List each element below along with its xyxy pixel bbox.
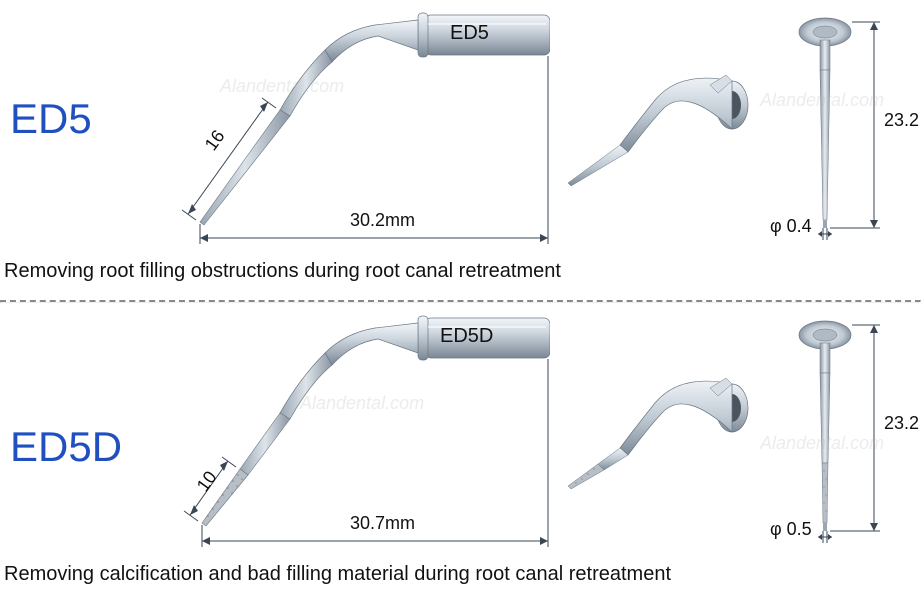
panel-ed5d: ED5D Alandental.com [0,303,921,603]
dim-length-ed5: 30.2mm [350,210,415,231]
product-code-ed5d: ED5D [10,423,122,471]
panel-ed5: ED5 Alandental.com [0,0,921,300]
dim-height-ed5d: 23.2 [884,413,919,434]
description-ed5d: Removing calcification and bad filling m… [4,563,671,586]
dim-dia-ed5d: φ 0.5 [770,519,812,540]
handle-label-ed5d: ED5D [440,325,493,348]
side-view-ed5 [560,55,760,215]
side-view-ed5d [560,358,760,518]
dim-dia-ed5: φ 0.4 [770,216,812,237]
handle-label-ed5: ED5 [450,22,489,45]
product-code-ed5: ED5 [10,95,92,143]
description-ed5: Removing root filling obstructions durin… [4,260,561,283]
dim-length-ed5d: 30.7mm [350,513,415,534]
dim-height-ed5: 23.2 [884,110,919,131]
